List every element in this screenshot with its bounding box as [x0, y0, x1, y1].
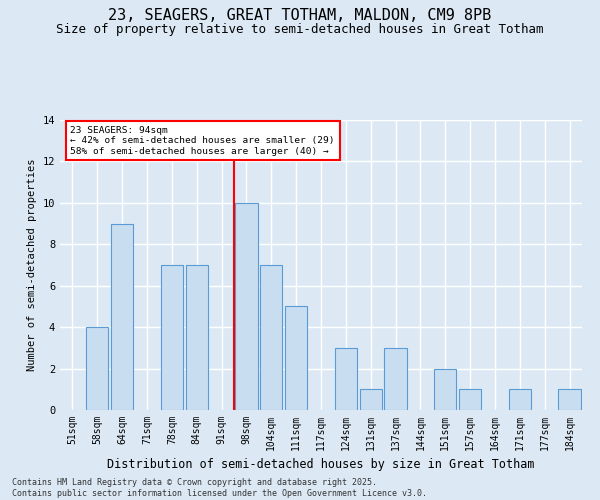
Bar — [260, 265, 283, 410]
Bar — [185, 265, 208, 410]
Bar — [111, 224, 133, 410]
Bar — [285, 306, 307, 410]
X-axis label: Distribution of semi-detached houses by size in Great Totham: Distribution of semi-detached houses by … — [107, 458, 535, 471]
Bar — [385, 348, 407, 410]
Bar — [235, 203, 257, 410]
Bar — [86, 327, 109, 410]
Bar — [335, 348, 357, 410]
Bar — [459, 390, 481, 410]
Bar — [434, 368, 457, 410]
Text: Size of property relative to semi-detached houses in Great Totham: Size of property relative to semi-detach… — [56, 22, 544, 36]
Y-axis label: Number of semi-detached properties: Number of semi-detached properties — [27, 159, 37, 371]
Text: Contains HM Land Registry data © Crown copyright and database right 2025.
Contai: Contains HM Land Registry data © Crown c… — [12, 478, 427, 498]
Bar — [559, 390, 581, 410]
Text: 23, SEAGERS, GREAT TOTHAM, MALDON, CM9 8PB: 23, SEAGERS, GREAT TOTHAM, MALDON, CM9 8… — [109, 8, 491, 22]
Text: 23 SEAGERS: 94sqm
← 42% of semi-detached houses are smaller (29)
58% of semi-det: 23 SEAGERS: 94sqm ← 42% of semi-detached… — [70, 126, 335, 156]
Bar — [359, 390, 382, 410]
Bar — [161, 265, 183, 410]
Bar — [509, 390, 531, 410]
